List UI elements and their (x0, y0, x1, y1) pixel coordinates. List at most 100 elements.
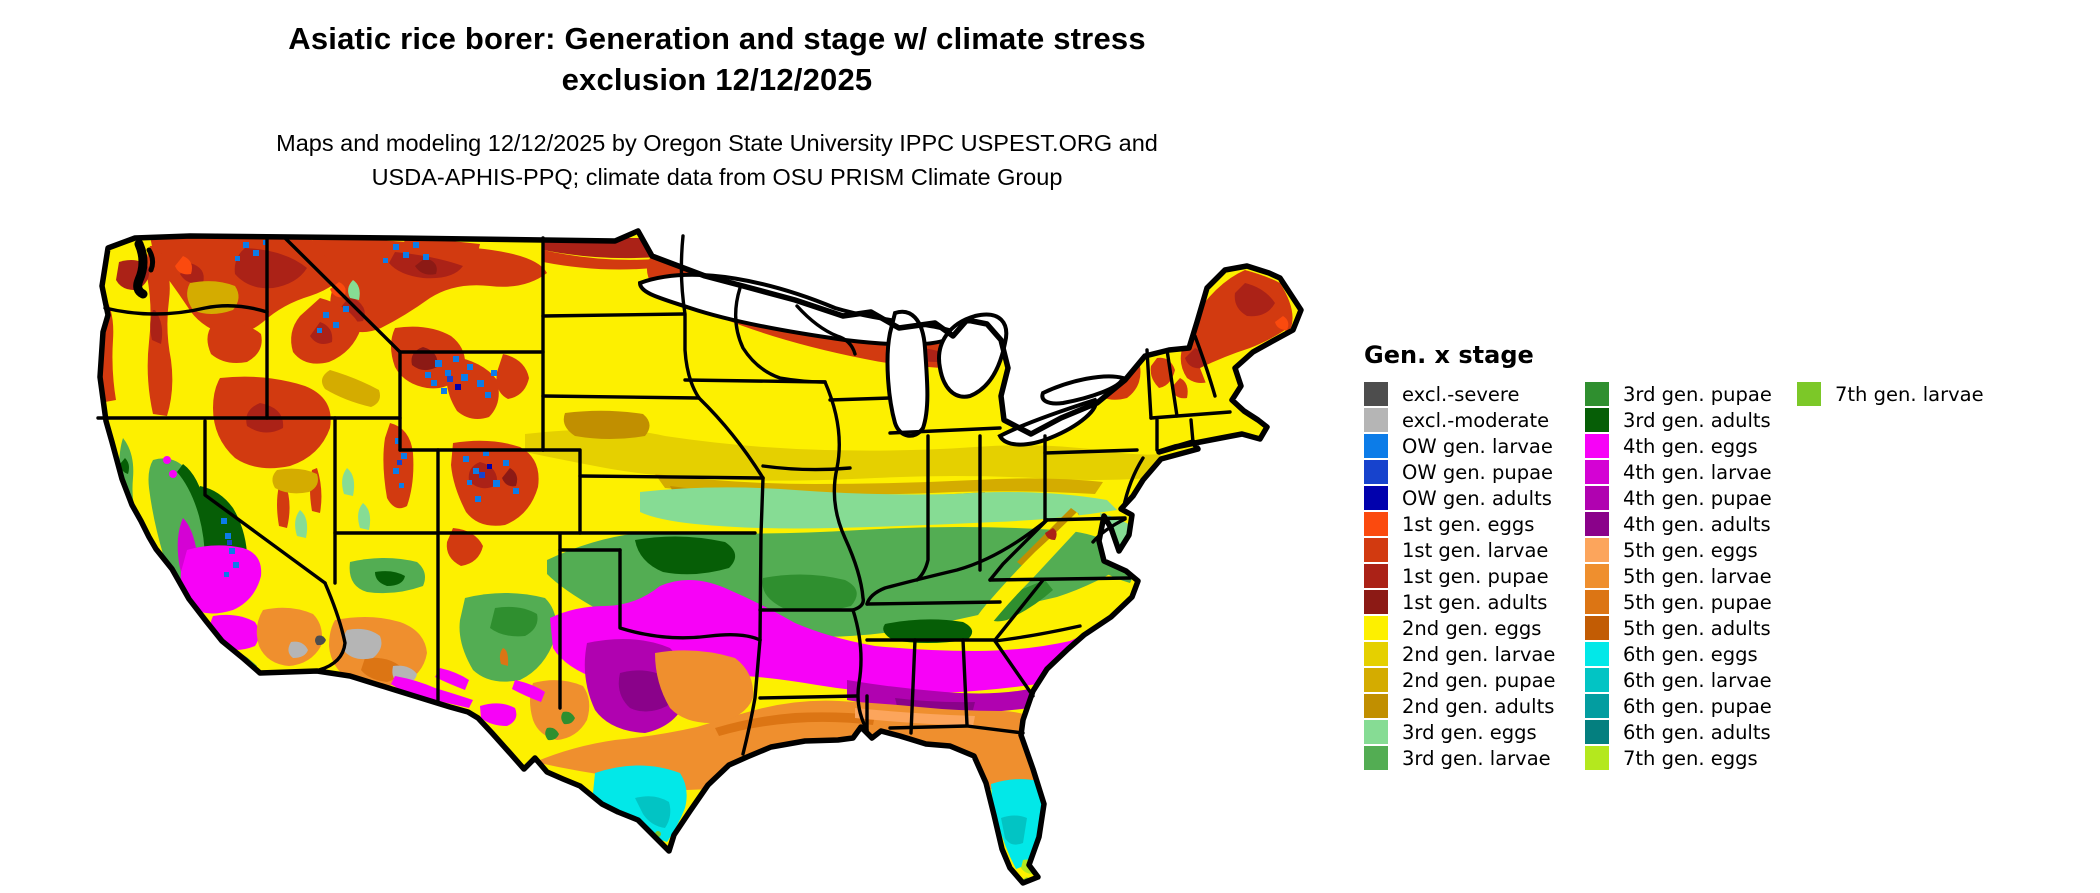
legend-label: 3rd gen. pupae (1623, 382, 1772, 406)
legend-swatch (1585, 434, 1609, 458)
legend-label: excl.-severe (1402, 382, 1520, 406)
legend-swatch (1364, 564, 1388, 588)
subtitle-line-2: USDA-APHIS-PPQ; climate data from OSU PR… (371, 164, 1063, 190)
legend-column-3: 7th gen. larvae (1797, 381, 1984, 407)
legend-label: OW gen. larvae (1402, 434, 1553, 458)
title-line-2: exclusion 12/12/2025 (561, 62, 873, 97)
us-map-svg (96, 228, 1304, 886)
legend-swatch (1585, 642, 1609, 666)
legend-columns: excl.-severe excl.-moderate OW gen. larvae… (1364, 381, 1984, 771)
legend-item: 2nd gen. eggs (1364, 615, 1585, 641)
legend-label: 4th gen. eggs (1623, 434, 1758, 458)
legend-item: 6th gen. adults (1585, 719, 1797, 745)
legend-item: OW gen. pupae (1364, 459, 1585, 485)
legend-label: OW gen. pupae (1402, 460, 1554, 484)
legend-label: 5th gen. pupae (1623, 590, 1772, 614)
legend-swatch (1585, 538, 1609, 562)
region-southwest-desert (256, 558, 575, 741)
legend-item: excl.-moderate (1364, 407, 1585, 433)
legend-label: 4th gen. adults (1623, 512, 1771, 536)
state-borders (96, 234, 1232, 756)
legend-swatch (1585, 382, 1609, 406)
legend-item: excl.-severe (1364, 381, 1585, 407)
legend-swatch (1585, 460, 1609, 484)
legend-item: 6th gen. pupae (1585, 693, 1797, 719)
legend-swatch (1585, 668, 1609, 692)
legend-swatch (1364, 382, 1388, 406)
legend-swatch (1585, 564, 1609, 588)
legend-label: OW gen. adults (1402, 486, 1552, 510)
legend-item: 5th gen. eggs (1585, 537, 1797, 563)
us-generation-stage-map (95, 228, 1345, 888)
legend-item: 7th gen. eggs (1585, 745, 1797, 771)
legend-label: excl.-moderate (1402, 408, 1550, 432)
legend-label: 5th gen. adults (1623, 616, 1771, 640)
us-outline (97, 228, 1304, 886)
legend-swatch (1364, 616, 1388, 640)
legend-item: 6th gen. larvae (1585, 667, 1797, 693)
legend-swatch (1364, 590, 1388, 614)
legend-item: 5th gen. pupae (1585, 589, 1797, 615)
legend-swatch (1797, 382, 1821, 406)
legend-swatch (1585, 512, 1609, 536)
legend-item: 6th gen. eggs (1585, 641, 1797, 667)
legend-swatch (1585, 746, 1609, 770)
legend-label: 5th gen. eggs (1623, 538, 1758, 562)
legend-item: 7th gen. larvae (1797, 381, 1984, 407)
legend-item: 4th gen. larvae (1585, 459, 1797, 485)
map-title: Asiatic rice borer: Generation and stage… (0, 18, 1434, 100)
region-california (119, 438, 262, 674)
legend-label: 7th gen. eggs (1623, 746, 1758, 770)
legend-swatch (1364, 720, 1388, 744)
legend-swatch (1585, 616, 1609, 640)
legend-label: 1st gen. larvae (1402, 538, 1549, 562)
region-west-mountains-red (100, 236, 547, 566)
region-6th-gen (277, 648, 1042, 869)
puget-sound-inlet (146, 247, 156, 273)
map-raster-regions (100, 231, 1301, 883)
legend-item: 1st gen. adults (1364, 589, 1585, 615)
legend-item: 2nd gen. larvae (1364, 641, 1585, 667)
legend-swatch (1364, 746, 1388, 770)
legend-label: 2nd gen. eggs (1402, 616, 1542, 640)
legend-item: OW gen. larvae (1364, 433, 1585, 459)
legend-item: 2nd gen. pupae (1364, 667, 1585, 693)
legend-item: 4th gen. eggs (1585, 433, 1797, 459)
map-subtitle: Maps and modeling 12/12/2025 by Oregon S… (0, 126, 1434, 194)
title-line-1: Asiatic rice borer: Generation and stage… (288, 21, 1146, 56)
legend-swatch (1585, 694, 1609, 718)
legend-label: 5th gen. larvae (1623, 564, 1772, 588)
legend-label: 6th gen. eggs (1623, 642, 1758, 666)
legend-item: 1st gen. eggs (1364, 511, 1585, 537)
legend-label: 2nd gen. adults (1402, 694, 1555, 718)
legend-column-1: excl.-severe excl.-moderate OW gen. larvae… (1364, 381, 1585, 771)
legend-swatch (1364, 642, 1388, 666)
legend-swatch (1364, 538, 1388, 562)
legend: Gen. x stage excl.-severe excl.-moderate O… (1364, 341, 1984, 771)
legend-label: 2nd gen. larvae (1402, 642, 1556, 666)
region-7th-gen (655, 831, 1043, 883)
legend-item: 3rd gen. larvae (1364, 745, 1585, 771)
legend-label: 4th gen. larvae (1623, 460, 1772, 484)
lake-michigan (885, 309, 930, 438)
legend-label: 6th gen. larvae (1623, 668, 1772, 692)
legend-label: 6th gen. pupae (1623, 694, 1772, 718)
legend-swatch (1585, 408, 1609, 432)
legend-swatch (1364, 668, 1388, 692)
legend-label: 3rd gen. larvae (1402, 746, 1551, 770)
legend-swatch (1364, 408, 1388, 432)
legend-label: 1st gen. eggs (1402, 512, 1535, 536)
legend-label: 3rd gen. eggs (1402, 720, 1537, 744)
legend-label: 3rd gen. adults (1623, 408, 1771, 432)
legend-item: 5th gen. larvae (1585, 563, 1797, 589)
puget-sound (133, 239, 148, 299)
legend-swatch (1364, 434, 1388, 458)
legend-swatch (1585, 590, 1609, 614)
legend-item: OW gen. adults (1364, 485, 1585, 511)
legend-item: 3rd gen. adults (1585, 407, 1797, 433)
legend-item: 3rd gen. pupae (1585, 381, 1797, 407)
legend-title: Gen. x stage (1364, 341, 1534, 369)
lake-ontario (1040, 374, 1126, 406)
legend-label: 1st gen. adults (1402, 590, 1548, 614)
region-appalachian-ridge (974, 508, 1083, 628)
